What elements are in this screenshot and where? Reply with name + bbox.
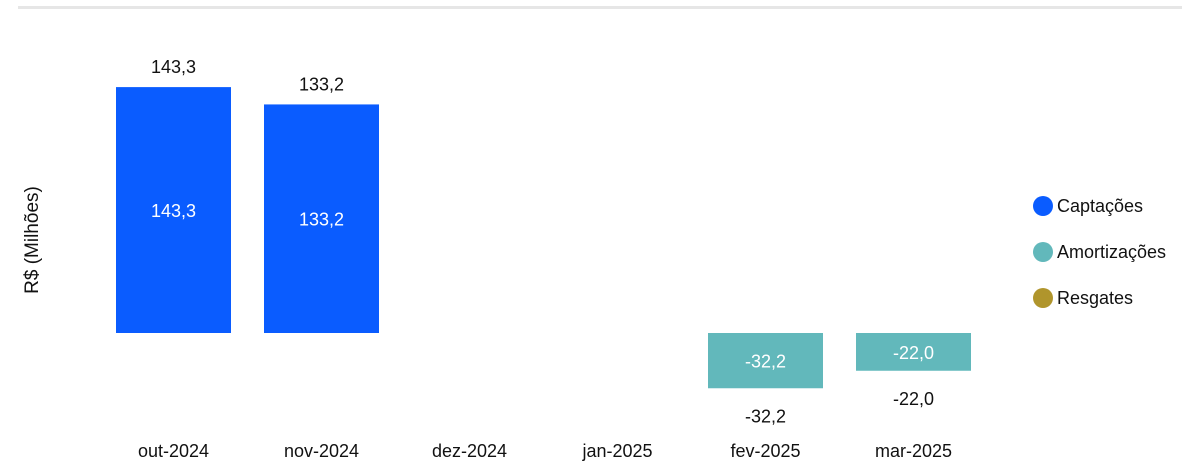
legend-swatch-resgates	[1033, 288, 1053, 308]
bar-out-2024	[116, 87, 231, 333]
x-tick-label: mar-2025	[875, 441, 952, 461]
legend-item-captacoes: Captações	[1033, 195, 1166, 217]
x-tick-label: out-2024	[138, 441, 209, 461]
legend-item-amortizacoes: Amortizações	[1033, 241, 1166, 263]
legend-swatch-captacoes	[1033, 196, 1053, 216]
x-tick-label: fev-2025	[730, 441, 800, 461]
bar-total-label: 143,3	[151, 57, 196, 77]
bar-mar-2025	[856, 333, 971, 371]
legend-label-captacoes: Captações	[1057, 195, 1144, 216]
legend: Captações Amortizações Resgates	[1033, 195, 1166, 333]
x-tick-label: dez-2024	[432, 441, 507, 461]
bar-value-label: 133,2	[299, 210, 344, 230]
top-divider	[18, 6, 1182, 9]
legend-label-amortizacoes: Amortizações	[1057, 241, 1167, 262]
legend-item-resgates: Resgates	[1033, 287, 1166, 309]
bar-value-label: -32,2	[745, 352, 786, 372]
bar-value-label: -22,0	[893, 343, 934, 363]
bar-fev-2025	[708, 333, 823, 389]
bar-total-label: 133,2	[299, 74, 344, 94]
bar-total-label: -32,2	[745, 406, 786, 426]
legend-swatch-amortizacoes	[1033, 242, 1053, 262]
bar-nov-2024	[264, 104, 379, 333]
x-tick-label: jan-2025	[581, 441, 652, 461]
bar-value-label: 143,3	[151, 201, 196, 221]
bar-total-label: -22,0	[893, 389, 934, 409]
x-tick-label: nov-2024	[284, 441, 359, 461]
legend-label-resgates: Resgates	[1057, 287, 1134, 308]
